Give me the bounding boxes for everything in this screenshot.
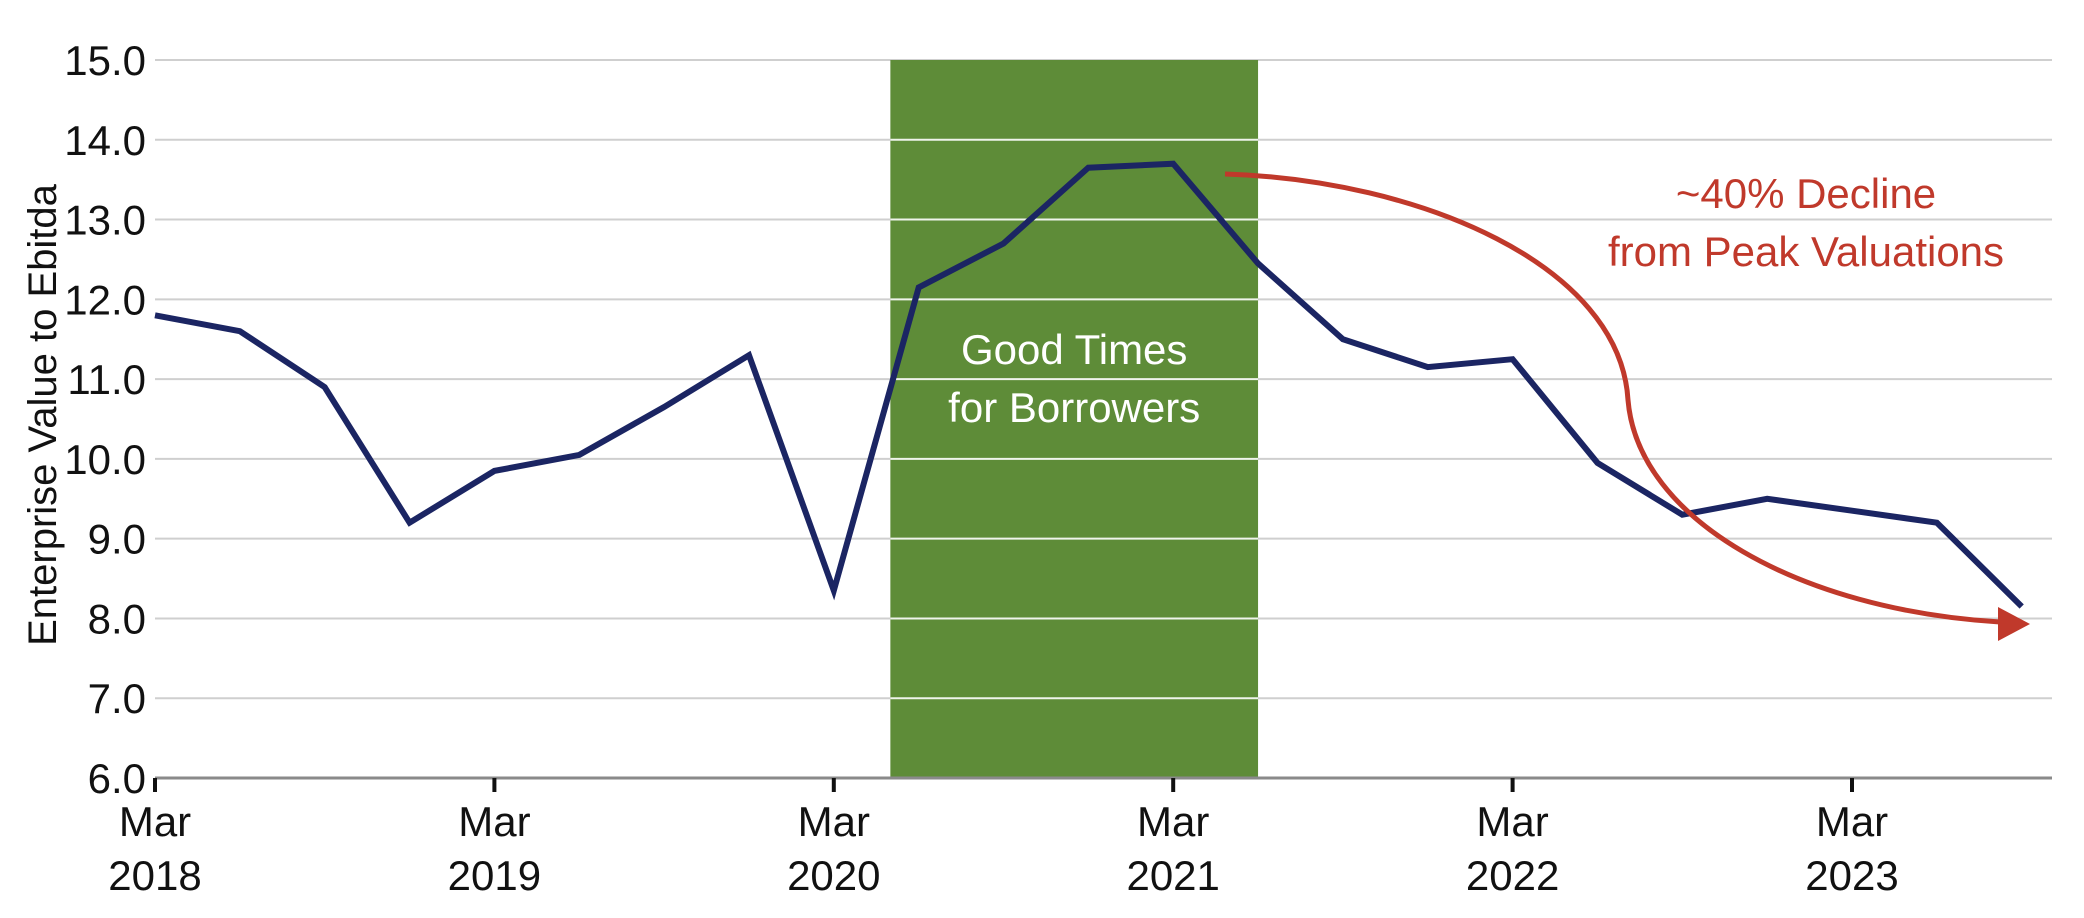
data-point: [1003, 243, 1004, 244]
data-point: [1936, 522, 1937, 523]
x-tick-label-month: Mar: [798, 798, 870, 845]
data-point: [494, 470, 495, 471]
x-tick-label-month: Mar: [1476, 798, 1548, 845]
shaded-region: Good Times for Borrowers: [890, 60, 1259, 778]
decline-arrow: [1224, 171, 2001, 625]
series: [154, 160, 2024, 609]
x-tick-label-year: 2021: [1126, 852, 1219, 899]
band-label-line-1: Good Times: [961, 326, 1187, 373]
y-tick-label: 15.0: [64, 37, 146, 84]
data-point: [239, 331, 240, 332]
x-tick-label-year: 2020: [787, 852, 880, 899]
y-tick-label: 8.0: [88, 595, 146, 642]
data-point: [833, 590, 834, 591]
data-point: [2021, 606, 2022, 607]
y-tick-label: 6.0: [88, 755, 146, 802]
data-point: [1342, 339, 1343, 340]
x-tick-label-year: 2019: [448, 852, 541, 899]
x-axis-tick-labels: Mar 2018 Mar 2019 Mar 2020 Mar 2021 Mar 2022 Mar 20…: [108, 798, 1898, 899]
y-axis-title: Enterprise Value to Ebitda: [21, 183, 65, 646]
data-point: [1767, 498, 1768, 499]
x-axis: [153, 776, 2052, 792]
x-tick-label-month: Mar: [1137, 798, 1209, 845]
x-tick-label-year: 2018: [108, 852, 201, 899]
series-line: [154, 160, 2024, 609]
x-tick-label-year: 2023: [1805, 852, 1898, 899]
decline-arrowhead: [1998, 607, 2030, 641]
annotation-label-line-1: ~40% Decline: [1676, 170, 1936, 217]
data-point: [1173, 163, 1174, 164]
y-axis-tick-labels: 6.0 7.0 8.0 9.0 10.0 11.0 12.0 13.0 14.0 15.0: [64, 37, 146, 802]
data-point: [1512, 359, 1513, 360]
x-tick-label-month: Mar: [458, 798, 530, 845]
data-point: [918, 287, 919, 288]
data-point: [1088, 167, 1089, 168]
y-tick-label: 7.0: [88, 675, 146, 722]
data-point: [1427, 367, 1428, 368]
y-tick-label: 11.0: [67, 356, 146, 403]
x-tick-label-month: Mar: [1816, 798, 1888, 845]
data-point: [1597, 462, 1598, 463]
data-point: [1258, 263, 1259, 264]
band-label-line-2: for Borrowers: [948, 384, 1200, 431]
x-tick-label-year: 2022: [1466, 852, 1559, 899]
data-point: [664, 407, 665, 408]
y-tick-label: 13.0: [64, 197, 146, 244]
y-tick-label: 14.0: [64, 117, 146, 164]
x-tick-label-month: Mar: [119, 798, 191, 845]
data-point: [324, 387, 325, 388]
y-tick-label: 9.0: [88, 516, 146, 563]
data-point: [1852, 510, 1853, 511]
data-point: [409, 522, 410, 523]
data-point: [155, 315, 156, 316]
y-tick-label: 10.0: [64, 436, 146, 483]
data-point: [748, 355, 749, 356]
decline-annotation: ~40% Decline from Peak Valuations: [1224, 170, 2030, 641]
y-tick-label: 12.0: [64, 276, 146, 323]
data-point: [579, 454, 580, 455]
data-point: [1682, 514, 1683, 515]
annotation-label-line-2: from Peak Valuations: [1608, 228, 2004, 275]
